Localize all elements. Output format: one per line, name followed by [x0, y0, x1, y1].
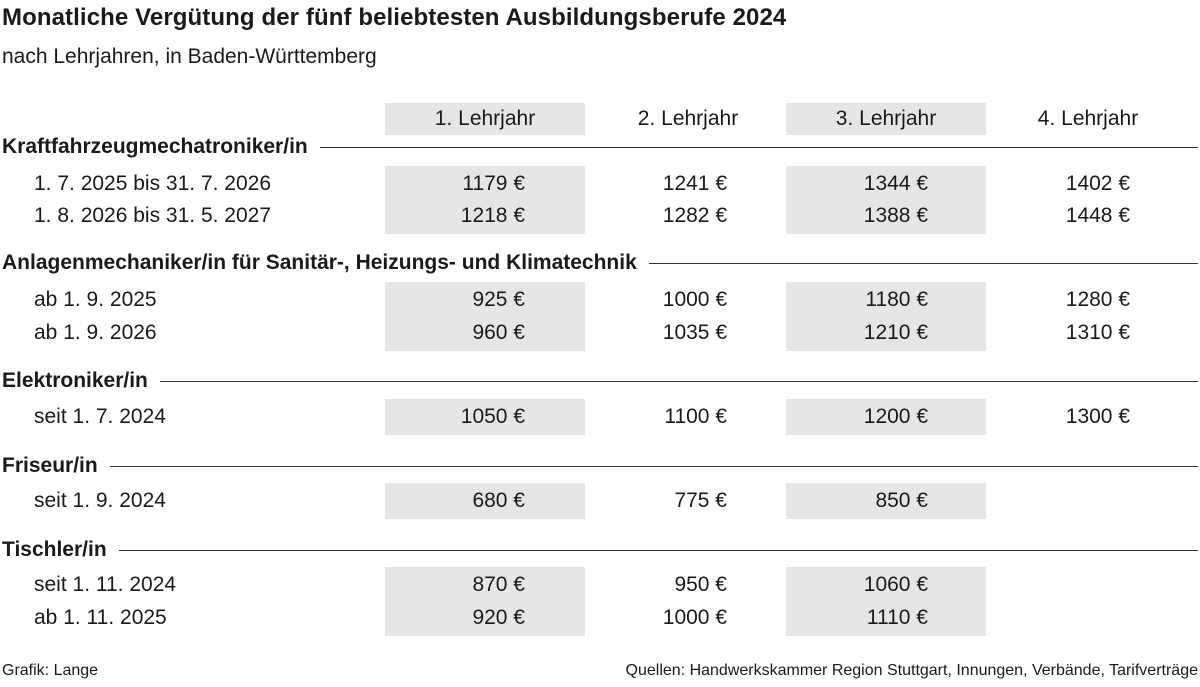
- row-label: seit 1. 11. 2024: [34, 573, 177, 596]
- salary-cell: 1000 €: [662, 606, 727, 629]
- salary-cell: 1050 €: [460, 405, 525, 428]
- column-band-body: [385, 483, 585, 519]
- group-divider: [319, 146, 1198, 148]
- row-label: seit 1. 7. 2024: [34, 405, 166, 428]
- group-name: Tischler/in: [2, 538, 107, 561]
- row-label: ab 1. 9. 2025: [34, 288, 157, 311]
- salary-cell: 1402 €: [1065, 172, 1130, 195]
- salary-cell: [950, 569, 1130, 601]
- column-band-body: [385, 399, 585, 435]
- salary-cell: 870 €: [472, 573, 525, 596]
- row-label: ab 1. 9. 2026: [34, 321, 157, 344]
- salary-cell: [950, 485, 1130, 517]
- column-band-body: [786, 166, 986, 234]
- salary-cell: 925 €: [472, 288, 525, 311]
- column-header: 3. Lehrjahr: [835, 107, 937, 130]
- page-subtitle: nach Lehrjahren, in Baden-Württemberg: [2, 45, 377, 68]
- salary-cell: 1282 €: [662, 204, 727, 227]
- salary-cell: 1035 €: [662, 321, 727, 344]
- salary-cell: 850 €: [875, 489, 928, 512]
- group-heading: Friseur/in: [2, 451, 1198, 481]
- salary-cell: 1280 €: [1065, 288, 1130, 311]
- salary-cell: 1300 €: [1065, 405, 1130, 428]
- salary-cell: [950, 602, 1130, 634]
- group-divider: [118, 549, 1198, 551]
- group-divider: [648, 262, 1198, 264]
- salary-cell: 1180 €: [865, 288, 928, 311]
- column-band-body: [786, 399, 986, 435]
- salary-cell: 1448 €: [1065, 204, 1130, 227]
- salary-cell: 1200 €: [863, 405, 928, 428]
- row-label: 1. 7. 2025 bis 31. 7. 2026: [34, 172, 272, 195]
- group-heading: Tischler/in: [2, 535, 1198, 565]
- column-band-header: [385, 103, 585, 135]
- column-band-body: [385, 567, 585, 636]
- group-name: Elektroniker/in: [2, 369, 148, 392]
- salary-cell: 960 €: [472, 321, 525, 344]
- row-label: seit 1. 9. 2024: [34, 489, 166, 512]
- group-heading: Elektroniker/in: [2, 366, 1198, 396]
- column-band-body: [385, 282, 585, 351]
- salary-cell: 1110 €: [866, 606, 928, 629]
- salary-cell: 1218 €: [460, 204, 525, 227]
- column-band-body: [385, 166, 585, 234]
- page-title: Monatliche Vergütung der fünf beliebtest…: [2, 4, 787, 31]
- group-heading: Kraftfahrzeugmechatroniker/in: [2, 132, 1198, 162]
- group-name: Anlagenmechaniker/in für Sanitär-, Heizu…: [2, 251, 637, 274]
- footer-sources: Quellen: Handwerkskammer Region Stuttgar…: [625, 662, 1198, 679]
- salary-cell: 1241 €: [662, 172, 727, 195]
- row-label: ab 1. 11. 2025: [34, 606, 167, 629]
- group-heading: Anlagenmechaniker/in für Sanitär-, Heizu…: [2, 248, 1198, 278]
- column-header: 2. Lehrjahr: [637, 107, 739, 130]
- salary-cell: 1060 €: [863, 573, 928, 596]
- salary-cell: 1310 €: [1065, 321, 1130, 344]
- column-band-body: [786, 282, 986, 351]
- group-divider: [159, 380, 1198, 382]
- salary-cell: 775 €: [674, 489, 727, 512]
- footer-credit: Grafik: Lange: [2, 662, 99, 679]
- column-band-header: [786, 103, 986, 135]
- column-header: 4. Lehrjahr: [1037, 107, 1139, 130]
- column-band-body: [786, 567, 986, 636]
- salary-cell: 1179 €: [462, 172, 525, 195]
- row-label: 1. 8. 2026 bis 31. 5. 2027: [34, 204, 272, 227]
- column-band-body: [786, 483, 986, 519]
- salary-cell: 1210 €: [863, 321, 928, 344]
- salary-cell: 680 €: [472, 489, 525, 512]
- group-name: Friseur/in: [2, 454, 98, 477]
- salary-cell: 920 €: [472, 606, 525, 629]
- salary-cell: 1344 €: [863, 172, 928, 195]
- salary-cell: 1000 €: [662, 288, 727, 311]
- salary-cell: 950 €: [674, 573, 727, 596]
- salary-cell: 1388 €: [863, 204, 928, 227]
- salary-cell: 1100 €: [664, 405, 727, 428]
- group-name: Kraftfahrzeugmechatroniker/in: [2, 135, 308, 158]
- column-header: 1. Lehrjahr: [434, 107, 536, 130]
- group-divider: [109, 465, 1198, 467]
